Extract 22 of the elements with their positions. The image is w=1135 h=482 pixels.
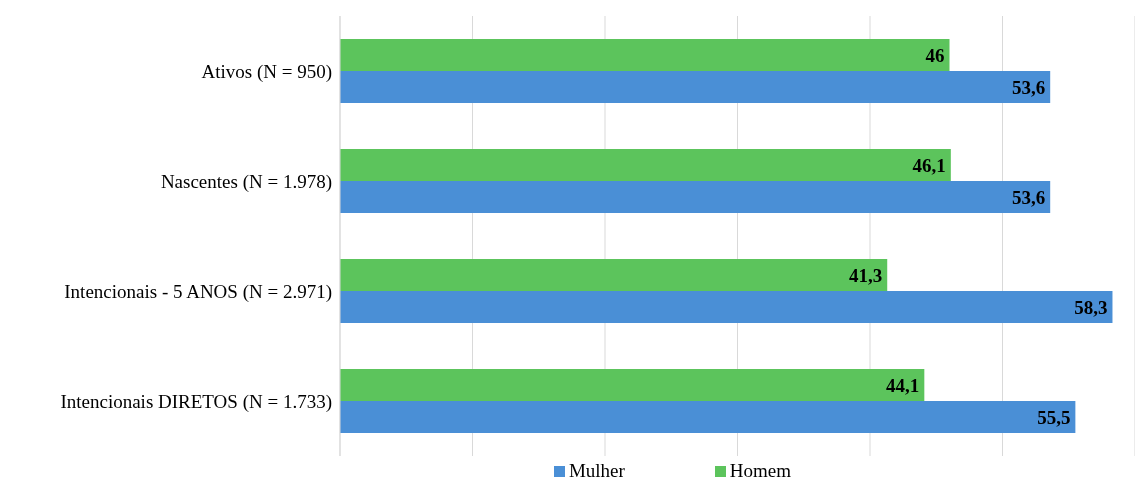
data-label: 53,6 [1011,186,1046,208]
bar [340,291,1113,324]
legend-label: Homem [729,460,792,482]
y-tick-label: Intencionais - 5 ANOS (N = 2.971) [64,280,332,303]
data-label: 44,1 [886,374,920,396]
data-label: 46 [925,44,945,66]
y-tick-label: Nascentes (N = 1.978) [160,170,332,193]
y-tick-label: Ativos (N = 950) [201,60,332,83]
data-label: 41,3 [848,264,883,286]
bar [340,369,925,402]
data-label: 46,1 [912,154,946,176]
data-label: 55,5 [1037,406,1071,428]
bar [340,71,1051,104]
y-tick-label: Intencionais DIRETOS (N = 1.733) [60,390,332,413]
bar [340,39,950,72]
bar [340,401,1076,434]
bar [340,149,951,182]
bar [340,259,888,292]
data-label: 53,6 [1011,76,1046,98]
data-label: 58,3 [1074,296,1108,318]
bar [340,181,1051,214]
legend-label: Mulher [568,460,625,482]
